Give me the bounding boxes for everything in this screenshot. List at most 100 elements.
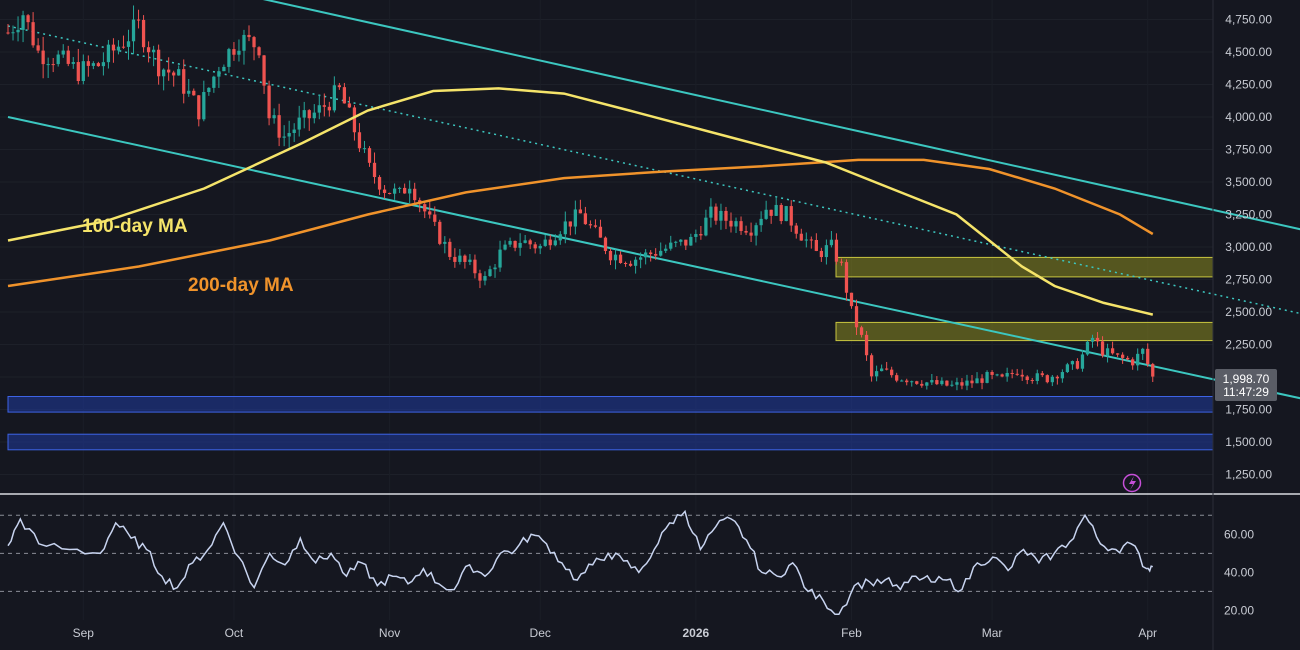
candle-body: [538, 245, 542, 249]
candle-body: [403, 187, 407, 194]
candle-body: [508, 240, 512, 245]
candle-body: [864, 334, 869, 356]
candle-body: [1075, 361, 1080, 369]
candle-body: [458, 255, 462, 262]
candle-body: [367, 148, 372, 163]
candle-body: [633, 259, 638, 266]
candle-body: [623, 262, 628, 264]
time-tick-label: Dec: [530, 626, 551, 640]
candle-body: [824, 245, 829, 258]
candle-body: [197, 95, 201, 120]
candle-body: [849, 292, 854, 307]
candle-body: [975, 378, 979, 384]
candle-body: [342, 87, 347, 104]
time-tick-label: Feb: [841, 626, 862, 640]
candle-body: [473, 259, 477, 274]
candle-body: [960, 382, 964, 386]
candle-body: [428, 211, 432, 215]
candle-body: [955, 382, 959, 385]
candle-body: [518, 242, 522, 248]
candle-body: [749, 232, 753, 236]
candle-body: [91, 63, 95, 66]
candle-body: [528, 240, 532, 245]
candle-body: [905, 380, 909, 383]
candle-body: [804, 239, 808, 241]
candle-body: [1040, 373, 1044, 376]
candle-body: [167, 69, 171, 73]
candle-body: [156, 49, 161, 77]
lightning-icon[interactable]: [1122, 473, 1142, 493]
candle-body: [297, 117, 301, 130]
candle-body: [498, 249, 502, 268]
candle-body: [212, 76, 216, 88]
candle-body: [252, 37, 256, 48]
candle-body: [51, 64, 55, 66]
candle-body: [1115, 353, 1120, 355]
moving-averages: [7, 87, 1154, 316]
candle-body: [1100, 341, 1105, 356]
rsi-tick-label: 20.00: [1224, 603, 1254, 617]
candle-body: [664, 248, 668, 251]
candle-body: [1030, 380, 1034, 382]
candle-body: [618, 254, 623, 263]
price-tick-label: 1,500.00: [1225, 435, 1272, 449]
support-zone: [7, 433, 1214, 451]
candle-body: [392, 188, 397, 194]
price-tick-label: 2,250.00: [1225, 338, 1272, 352]
candle-body: [734, 221, 738, 227]
candle-body: [16, 29, 20, 33]
candle-body: [322, 105, 326, 107]
candle-body: [603, 237, 608, 251]
candle-body: [26, 15, 30, 23]
time-tick-label: Nov: [379, 626, 400, 640]
candle-body: [819, 250, 824, 258]
candle-body: [327, 106, 331, 111]
candle-body: [930, 380, 934, 383]
candle-body: [1000, 374, 1004, 377]
candle-body: [86, 61, 90, 66]
price-tag-box: [1215, 369, 1277, 401]
candle-body: [448, 241, 452, 257]
candle-body: [915, 381, 919, 384]
candle-body: [774, 204, 778, 216]
time-tick-label: Sep: [73, 626, 95, 640]
candle-body: [182, 69, 186, 94]
candle-body: [729, 220, 733, 227]
candle-body: [317, 105, 321, 113]
candle-body: [106, 44, 111, 63]
candle-body: [814, 239, 818, 251]
time-axis: Sep Oct Nov Dec 2026 Feb Mar Apr: [73, 626, 1157, 640]
candle-body: [583, 213, 588, 225]
price-axis: 1,250.001,500.001,750.002,000.002,250.00…: [1225, 13, 1272, 482]
candle-body: [829, 239, 834, 246]
candle-body: [1136, 353, 1140, 366]
rsi-line: [7, 509, 1154, 616]
candle-body: [869, 355, 874, 377]
candle-body: [1090, 337, 1095, 342]
price-tick-label: 2,750.00: [1225, 273, 1272, 287]
candle-body: [126, 41, 131, 47]
price-tick-label: 3,000.00: [1225, 240, 1272, 254]
candle-body: [669, 242, 673, 249]
support-zone: [7, 396, 1214, 413]
candle-body: [302, 110, 306, 118]
ma-labels: 100-day MA 200-day MA: [82, 216, 294, 296]
candle-body: [382, 189, 387, 193]
time-tick-label: 2026: [683, 626, 710, 640]
candle-body: [1146, 348, 1150, 365]
candle-body: [900, 380, 904, 382]
channel-lower-line: [7, 116, 1300, 400]
candle-body: [965, 380, 969, 386]
candle-body: [292, 129, 296, 134]
candle-body: [413, 188, 417, 201]
candle-body: [879, 368, 884, 372]
candle-body: [1105, 348, 1110, 356]
candle-body: [262, 55, 266, 86]
candle-body: [192, 90, 196, 96]
candle-body: [372, 162, 377, 178]
candle-body: [96, 63, 101, 67]
candle-body: [709, 206, 713, 218]
candle-body: [81, 61, 85, 82]
candle-body: [408, 188, 412, 194]
